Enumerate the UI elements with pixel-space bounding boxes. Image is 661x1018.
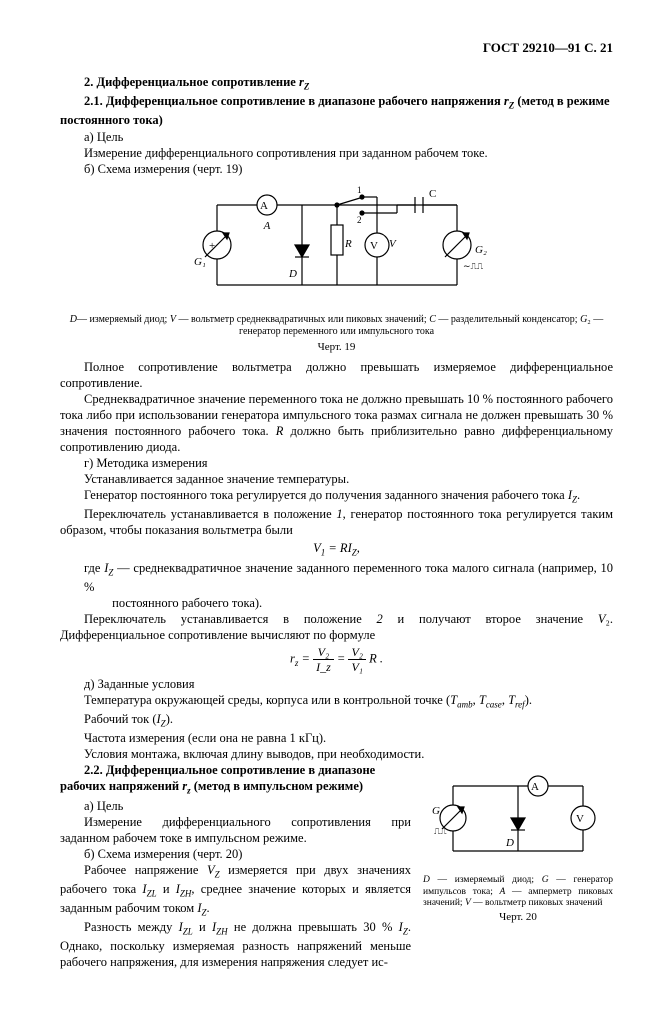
s2-2-p1: Рабочее напряжение VZ измеряется при дву… — [60, 862, 411, 919]
s2-1-g-label: г) Методика измерения — [60, 455, 613, 471]
s2-1-b-label: б) Схема измерения (черт. 19) — [60, 161, 613, 177]
s2-1-formula1: V1 = RIZ, — [60, 541, 613, 558]
s2-1-a-text: Измерение дифференциального сопротивлени… — [60, 145, 613, 161]
s2-2-a-text: Измерение дифференциального сопротивлени… — [60, 814, 411, 846]
diagram-19-caption: D— измеряемый диод; V — вольтметр средне… — [60, 314, 613, 339]
svg-text:+: + — [209, 240, 215, 252]
svg-text:G₂: G₂ — [475, 244, 487, 256]
svg-text:⎍⎍: ⎍⎍ — [434, 826, 447, 836]
s2-1-d-p2: Рабочий ток (IZ). — [60, 711, 613, 730]
svg-text:A: A — [531, 781, 539, 793]
svg-text:∼⎍⎍: ∼⎍⎍ — [463, 261, 484, 271]
s2-1-g-p4: где IZ — среднеквадратичное значение зад… — [60, 560, 613, 611]
formula2-num1: V₂ — [313, 646, 334, 660]
diagram-20-chert: Черт. 20 — [423, 911, 613, 923]
s2-1-d-p4: Условия монтажа, включая длину выводов, … — [60, 746, 613, 762]
formula2-den2: V₁ — [348, 660, 366, 673]
s2-1-g-p3: Переключатель устанавливается в положени… — [60, 506, 613, 538]
s2-1-formula2: rz = V₂I_z = V₂V₁ R . — [60, 646, 613, 673]
s2-2-a-label: а) Цель — [60, 798, 411, 814]
svg-text:A: A — [262, 220, 270, 232]
s2-1-title: 2.1. Дифференциальное сопротивление в ди… — [60, 93, 613, 128]
svg-text:V: V — [389, 238, 397, 250]
svg-text:C: C — [429, 188, 436, 200]
diagram-19-chert: Черт. 19 — [60, 341, 613, 353]
s2-2-p2: Разность между IZL и IZH не должна превы… — [60, 919, 411, 970]
diagram-19: G₁ + A A D R 1 2 V V C G₂ ∼⎍⎍ — [60, 185, 613, 310]
page-header: ГОСТ 29210—91 С. 21 — [60, 40, 613, 56]
svg-text:V: V — [576, 813, 584, 825]
s2-1-g-p2: Генератор постоянного тока регулируется … — [60, 487, 613, 506]
section-2-2: 2.2. Дифференциальное сопротивление в ди… — [60, 762, 613, 970]
page: ГОСТ 29210—91 С. 21 2. Дифференциальное … — [0, 0, 661, 1018]
diagram-20: G ⎍⎍ A D V — [423, 766, 613, 871]
svg-text:1: 1 — [357, 185, 362, 195]
s2-1-g-p5: Переключатель устанавливается в положени… — [60, 611, 613, 643]
s2-2-title: 2.2. Дифференциальное сопротивление в ди… — [60, 762, 411, 797]
s2-1-d-label: д) Заданные условия — [60, 676, 613, 692]
s2-1-p1: Полное сопротивление вольтметра должно п… — [60, 359, 613, 391]
svg-text:2: 2 — [357, 215, 362, 225]
diagram-20-caption: D — измеряемый диод; G — генератор импул… — [423, 875, 613, 909]
svg-text:D: D — [288, 268, 297, 280]
s2-2-b-label: б) Схема измерения (черт. 20) — [60, 846, 411, 862]
s2-title: 2. Дифференциальное сопротивление rZ — [60, 74, 613, 93]
s2-1-g-p1: Устанавливается заданное значение темпер… — [60, 471, 613, 487]
s2-1-d-p1: Температура окружающей среды, корпуса ил… — [60, 692, 613, 711]
svg-text:G₁: G₁ — [194, 256, 206, 268]
svg-text:V: V — [370, 240, 378, 252]
s2-1-p2: Среднеквадратичное значение переменного … — [60, 391, 613, 455]
formula2-den1: I_z — [313, 660, 334, 673]
svg-text:R: R — [344, 238, 352, 250]
s2-1-a-label: а) Цель — [60, 129, 613, 145]
formula2-num2: V₂ — [348, 646, 366, 660]
svg-text:A: A — [260, 200, 268, 212]
svg-text:D: D — [505, 837, 514, 849]
svg-text:G: G — [432, 805, 440, 817]
s2-1-d-p3: Частота измерения (если она не равна 1 к… — [60, 730, 613, 746]
